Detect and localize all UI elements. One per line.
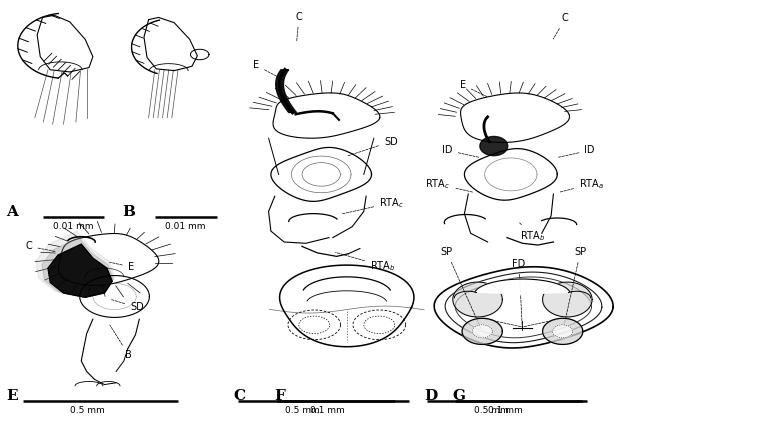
Text: RTA$_b$: RTA$_b$ [519,222,546,243]
Text: 0.5 mm: 0.5 mm [474,406,509,416]
Polygon shape [475,279,570,294]
Text: RTA$_b$: RTA$_b$ [335,252,396,273]
Polygon shape [276,70,296,112]
Text: B: B [122,205,135,219]
Text: 0.1 mm: 0.1 mm [310,406,344,416]
Polygon shape [36,231,115,296]
Polygon shape [543,318,583,344]
Polygon shape [553,325,573,338]
Text: E: E [6,389,18,403]
Text: D: D [424,389,437,403]
Text: C: C [553,14,569,39]
Polygon shape [462,318,502,344]
Polygon shape [480,136,508,156]
Text: A: A [6,205,18,219]
Text: FD: FD [512,259,526,329]
Text: E: E [253,61,283,79]
Polygon shape [472,325,492,338]
Text: B: B [110,325,132,360]
Polygon shape [453,282,502,317]
Text: C: C [26,242,55,252]
Text: SD: SD [111,300,144,312]
Polygon shape [48,244,112,297]
Text: ID: ID [442,146,478,157]
Text: RTA$_c$: RTA$_c$ [426,177,473,192]
Text: 0.01 mm: 0.01 mm [165,222,205,232]
Text: C: C [296,12,303,41]
Text: SP: SP [563,247,587,329]
Text: 0.1 mm: 0.1 mm [488,406,522,416]
Text: SP: SP [440,247,481,329]
Text: SD: SD [347,137,398,156]
Text: 0.5 mm: 0.5 mm [285,406,320,416]
Text: G: G [453,389,466,403]
Polygon shape [543,282,592,317]
Text: E: E [460,80,488,97]
Text: RTA$_c$: RTA$_c$ [342,196,404,214]
Text: ID: ID [559,146,595,157]
Text: C: C [234,389,246,403]
Text: F: F [275,389,286,403]
Text: E: E [110,262,134,272]
Text: RTA$_a$: RTA$_a$ [560,177,604,192]
Text: 0.01 mm: 0.01 mm [53,222,93,232]
Text: 0.5 mm: 0.5 mm [70,406,104,416]
Polygon shape [42,238,114,297]
